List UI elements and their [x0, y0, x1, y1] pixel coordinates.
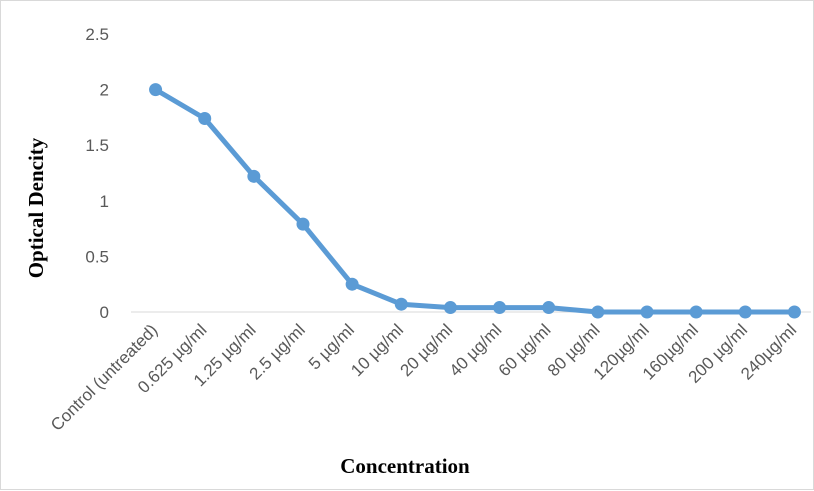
data-point: [542, 301, 556, 315]
y-axis-title: Optical Dencity: [24, 137, 48, 278]
y-axis-ticks: 0 0.5 1 1.5 2 2.5: [85, 25, 109, 322]
y-tick-label: 2: [100, 81, 109, 100]
data-point: [493, 301, 507, 315]
data-point: [296, 217, 310, 231]
series-line: [153, 87, 797, 315]
x-tick-label: 40 µg/ml: [446, 320, 506, 380]
y-tick-label: 0: [100, 303, 109, 322]
data-point: [591, 305, 605, 319]
data-points: [149, 83, 801, 319]
data-point: [640, 305, 654, 319]
data-point: [689, 305, 703, 319]
x-axis-title: Concentration: [340, 454, 470, 478]
y-tick-label: 1.5: [85, 136, 109, 155]
x-tick-label: 10 µg/ml: [347, 320, 407, 380]
data-point: [787, 305, 801, 319]
x-axis-ticks: Control (untreated)0.625 µg/ml1.25 µg/ml…: [47, 320, 800, 434]
x-tick-label: 60 µg/ml: [495, 320, 555, 380]
y-tick-label: 0.5: [85, 247, 109, 266]
data-point: [198, 112, 212, 126]
data-point: [345, 277, 359, 291]
data-point: [247, 169, 261, 183]
data-point: [443, 301, 457, 315]
y-tick-label: 2.5: [85, 25, 109, 44]
y-tick-label: 1: [100, 192, 109, 211]
data-point: [394, 297, 408, 311]
data-point: [738, 305, 752, 319]
x-tick-label: 20 µg/ml: [396, 320, 456, 380]
data-point: [149, 83, 163, 97]
